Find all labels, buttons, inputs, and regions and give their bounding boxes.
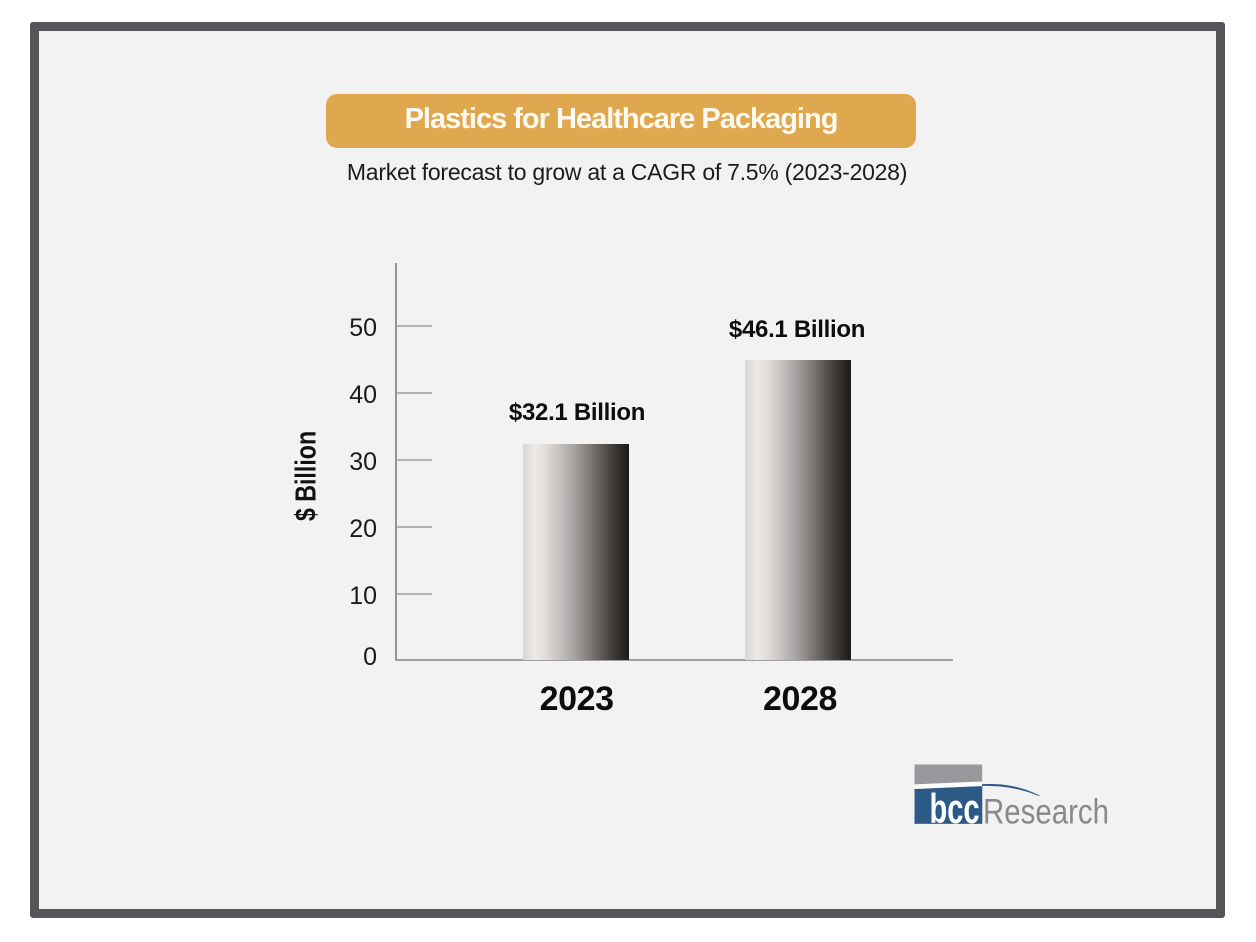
- svg-text:Research: Research: [983, 792, 1109, 832]
- svg-text:bcc: bcc: [930, 785, 980, 832]
